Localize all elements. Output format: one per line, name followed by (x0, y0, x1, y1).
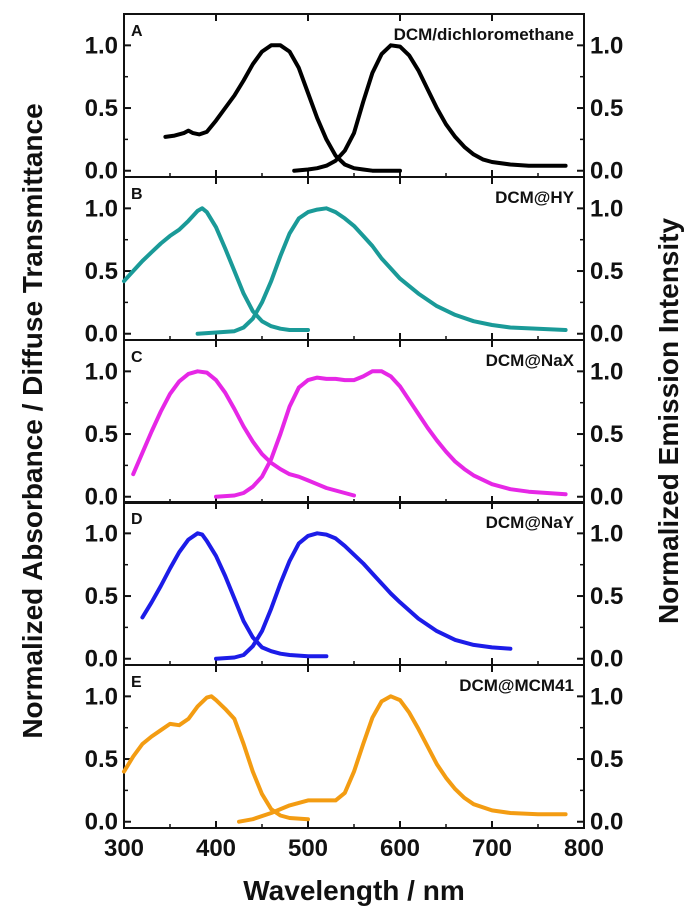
y-tick-label-right: 1.0 (590, 358, 623, 385)
panel-e-title: DCM@MCM41 (459, 676, 574, 695)
x-tick-label: 600 (380, 835, 420, 862)
x-tick-label: 800 (564, 835, 604, 862)
panel-d-label: D (131, 511, 143, 528)
y-tick-label-left: 1.0 (85, 32, 118, 59)
y-tick-label-right: 1.0 (590, 683, 623, 710)
y-tick-label-right: 0.0 (590, 809, 623, 836)
panel-d-title: DCM@NaY (486, 513, 575, 532)
x-tick-label: 400 (196, 835, 236, 862)
y-tick-label-right: 0.5 (590, 583, 623, 610)
y-tick-label-right: 0.5 (590, 746, 623, 773)
x-axis-title: Wavelength / nm (243, 875, 464, 906)
x-tick-label: 300 (104, 835, 144, 862)
y-tick-label-left: 0.5 (85, 746, 118, 773)
y-tick-label-right: 1.0 (590, 32, 623, 59)
y-tick-label-left: 1.0 (85, 520, 118, 547)
panel-a-label: A (131, 23, 143, 40)
y-tick-label-right: 1.0 (590, 195, 623, 222)
panel-e-absorbance-line (122, 694, 310, 822)
y-tick-label-right: 0.0 (590, 321, 623, 348)
y-tick-label-right: 0.5 (590, 421, 623, 448)
panel-c-title: DCM@NaX (486, 351, 575, 370)
y-tick-label-left: 0.0 (85, 321, 118, 348)
y-tick-label-left: 0.0 (85, 484, 118, 511)
panel-b-label: B (131, 186, 143, 203)
panel-c-emission-line (214, 369, 568, 499)
y-tick-label-left: 0.0 (85, 158, 118, 185)
panel-a-absorbance-line (163, 43, 402, 173)
y-tick-label-left: 0.5 (85, 95, 118, 122)
y-tick-label-right: 0.5 (590, 258, 623, 285)
y-tick-label-left: 0.5 (85, 421, 118, 448)
y-axis-title-left: Normalized Absorbance / Diffuse Transmit… (17, 103, 48, 738)
panel-e-emission-line (237, 694, 568, 824)
panel-a-title: DCM/dichloromethane (394, 25, 574, 44)
panel-c-absorbance-line (131, 369, 356, 498)
panel-b-title: DCM@HY (495, 188, 575, 207)
y-tick-label-left: 1.0 (85, 358, 118, 385)
panel-e-label: E (131, 674, 142, 691)
panel-c-label: C (131, 349, 143, 366)
y-tick-label-right: 0.0 (590, 158, 623, 185)
x-tick-label: 500 (288, 835, 328, 862)
y-tick-label-left: 0.5 (85, 583, 118, 610)
panel-d-emission-line (214, 531, 513, 661)
y-tick-label-right: 0.5 (590, 95, 623, 122)
x-tick-label: 700 (472, 835, 512, 862)
y-tick-label-right: 0.0 (590, 646, 623, 673)
panel-b-emission-line (195, 206, 568, 336)
y-axis-title-right: Normalized Emission Intensity (653, 218, 684, 625)
y-tick-label-left: 1.0 (85, 195, 118, 222)
y-tick-label-left: 0.5 (85, 258, 118, 285)
y-tick-label-left: 1.0 (85, 683, 118, 710)
panel-a-emission-line (292, 43, 568, 173)
y-tick-label-right: 0.0 (590, 484, 623, 511)
panel-b-absorbance-line (122, 206, 310, 332)
panel-d-absorbance-line (140, 531, 329, 659)
y-tick-label-left: 0.0 (85, 809, 118, 836)
y-tick-label-right: 1.0 (590, 520, 623, 547)
y-tick-label-left: 0.0 (85, 646, 118, 673)
